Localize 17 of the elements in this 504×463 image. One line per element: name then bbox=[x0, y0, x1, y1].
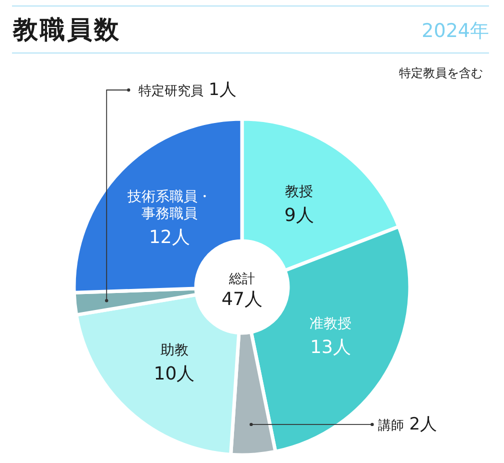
data-label: 12人 bbox=[148, 226, 190, 248]
data-label: 1人 bbox=[208, 80, 236, 100]
slice-label: 講師 bbox=[378, 418, 404, 434]
text: 総計 bbox=[228, 272, 255, 287]
slice-label: 特定研究員 bbox=[138, 84, 204, 99]
slice-label: 准教授 bbox=[310, 316, 352, 332]
text: 特定教員を含む bbox=[399, 66, 483, 80]
slice-label: 技術系職員・事務職員 bbox=[126, 188, 212, 222]
data-label: 10人 bbox=[154, 363, 195, 384]
slice-label: 教授 bbox=[285, 184, 314, 200]
chart-subtitle: 2024年 bbox=[422, 20, 489, 42]
data-label: 2人 bbox=[409, 414, 438, 434]
chart-title: 教職員数 bbox=[12, 15, 121, 44]
slice-label: 助教 bbox=[160, 342, 188, 358]
data-label: 13人 bbox=[310, 337, 352, 358]
text: 47人 bbox=[222, 289, 262, 310]
data-label: 9人 bbox=[284, 205, 314, 226]
